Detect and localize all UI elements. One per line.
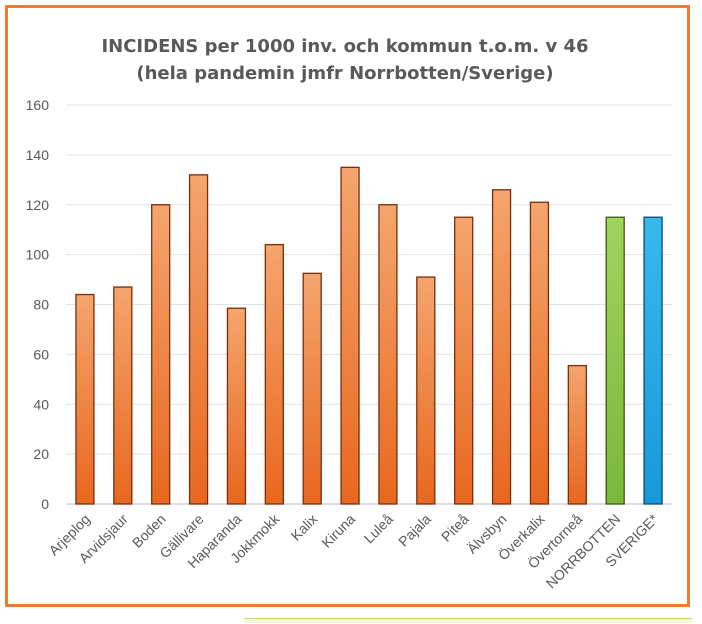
bar-jokkmokk: [264, 243, 284, 505]
chart-title: INCIDENS per 1000 inv. och kommun t.o.m.…: [101, 36, 588, 57]
y-tick-label: 40: [33, 396, 49, 412]
chart-subtitle: (hela pandemin jmfr Norrbotten/Sverige): [136, 63, 553, 84]
bar-älvsbyn: [491, 189, 512, 505]
y-tick-label: 20: [33, 446, 49, 462]
bar-kalix: [302, 272, 322, 505]
y-tick-label: 160: [26, 97, 50, 113]
bar-haparanda: [226, 307, 247, 505]
x-tick-label: Luleå: [361, 511, 397, 547]
y-tick-label: 80: [33, 297, 49, 313]
bar-arjeplog: [75, 293, 95, 505]
bar-piteå: [454, 216, 474, 505]
bar-norrbotten: [605, 216, 625, 505]
bar-pajala: [416, 276, 436, 505]
y-tick-label: 120: [26, 197, 50, 213]
y-tick-label: 60: [33, 346, 49, 362]
x-tick-label: Pajala: [395, 511, 434, 550]
y-tick-label: 100: [26, 247, 50, 263]
y-tick-label: 0: [41, 496, 49, 512]
x-tick-label: Kalix: [288, 511, 321, 544]
bar-arvidsjaur: [113, 286, 133, 505]
y-tick-label: 140: [26, 147, 50, 163]
bar-luleå: [378, 204, 398, 505]
bar-gällivare: [188, 174, 209, 505]
x-tick-label: Kiruna: [318, 511, 358, 551]
bar-övertorneå: [567, 364, 587, 505]
bottom-strip: [244, 618, 692, 623]
x-tick-label: Piteå: [438, 511, 472, 545]
bar-överkalix: [529, 201, 550, 505]
bar-sverige*: [643, 216, 663, 505]
bar-kiruna: [340, 166, 360, 505]
bar-boden: [151, 204, 171, 505]
